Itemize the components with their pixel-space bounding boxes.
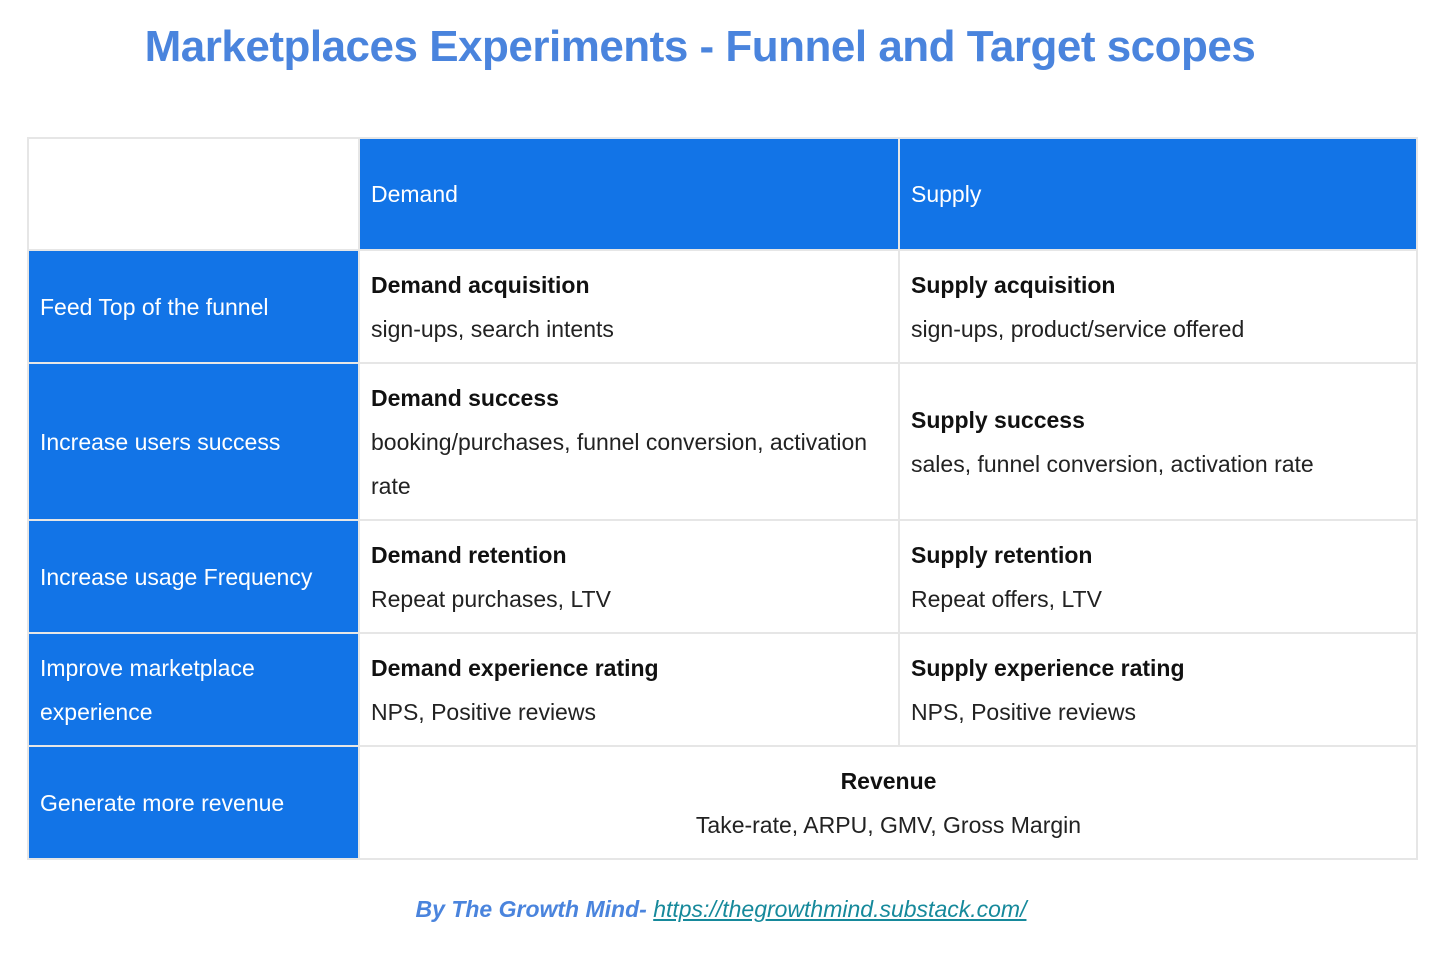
row-label: Increase users success bbox=[27, 362, 360, 521]
scope-title: Supply retention bbox=[911, 541, 1093, 568]
row-label: Improve marketplace experience bbox=[27, 632, 360, 747]
scope-title: Demand acquisition bbox=[371, 271, 590, 298]
scope-title: Demand experience rating bbox=[371, 654, 659, 681]
scope-metrics: sales, funnel conversion, activation rat… bbox=[911, 450, 1314, 477]
scope-metrics: Repeat offers, LTV bbox=[911, 585, 1102, 612]
footer-credit: By The Growth Mind- https://thegrowthmin… bbox=[0, 896, 1442, 923]
table-row: Feed Top of the funnel Demand acquisitio… bbox=[27, 249, 1418, 364]
scope-metrics: NPS, Positive reviews bbox=[911, 698, 1136, 725]
row-label: Increase usage Frequency bbox=[27, 519, 360, 634]
supply-cell: Supply experience rating NPS, Positive r… bbox=[898, 632, 1418, 747]
row-label: Generate more revenue bbox=[27, 745, 360, 860]
demand-cell: Demand success booking/purchases, funnel… bbox=[358, 362, 900, 521]
table-header-row: Demand Supply bbox=[27, 137, 1418, 251]
column-header-demand: Demand bbox=[358, 137, 900, 251]
table-row: Increase usage Frequency Demand retentio… bbox=[27, 519, 1418, 634]
demand-cell: Demand retention Repeat purchases, LTV bbox=[358, 519, 900, 634]
footer-link[interactable]: https://thegrowthmind.substack.com/ bbox=[653, 896, 1027, 922]
combined-revenue-cell: Revenue Take-rate, ARPU, GMV, Gross Marg… bbox=[358, 745, 1418, 860]
scope-title: Demand success bbox=[371, 384, 559, 411]
page-title: Marketplaces Experiments - Funnel and Ta… bbox=[144, 22, 1256, 71]
scope-title: Supply success bbox=[911, 406, 1085, 433]
supply-cell: Supply success sales, funnel conversion,… bbox=[898, 362, 1418, 521]
footer-byline: By The Growth Mind- bbox=[415, 896, 647, 922]
scope-metrics: Repeat purchases, LTV bbox=[371, 585, 611, 612]
funnel-target-table: Demand Supply Feed Top of the funnel Dem… bbox=[27, 137, 1418, 860]
scope-title: Supply experience rating bbox=[911, 654, 1185, 681]
scope-metrics: booking/purchases, funnel conversion, ac… bbox=[371, 428, 868, 499]
table-row: Improve marketplace experience Demand ex… bbox=[27, 632, 1418, 747]
table-row: Increase users success Demand success bo… bbox=[27, 362, 1418, 521]
column-header-supply: Supply bbox=[898, 137, 1418, 251]
supply-cell: Supply retention Repeat offers, LTV bbox=[898, 519, 1418, 634]
scope-metrics: sign-ups, search intents bbox=[371, 315, 614, 342]
scope-metrics: sign-ups, product/service offered bbox=[911, 315, 1245, 342]
scope-metrics: NPS, Positive reviews bbox=[371, 698, 596, 725]
demand-cell: Demand acquisition sign-ups, search inte… bbox=[358, 249, 900, 364]
scope-title: Revenue bbox=[840, 767, 937, 794]
demand-cell: Demand experience rating NPS, Positive r… bbox=[358, 632, 900, 747]
table-row: Generate more revenue Revenue Take-rate,… bbox=[27, 745, 1418, 860]
scope-title: Supply acquisition bbox=[911, 271, 1116, 298]
scope-metrics: Take-rate, ARPU, GMV, Gross Margin bbox=[695, 811, 1082, 838]
empty-corner-cell bbox=[27, 137, 360, 251]
row-label: Feed Top of the funnel bbox=[27, 249, 360, 364]
scope-title: Demand retention bbox=[371, 541, 567, 568]
supply-cell: Supply acquisition sign-ups, product/ser… bbox=[898, 249, 1418, 364]
